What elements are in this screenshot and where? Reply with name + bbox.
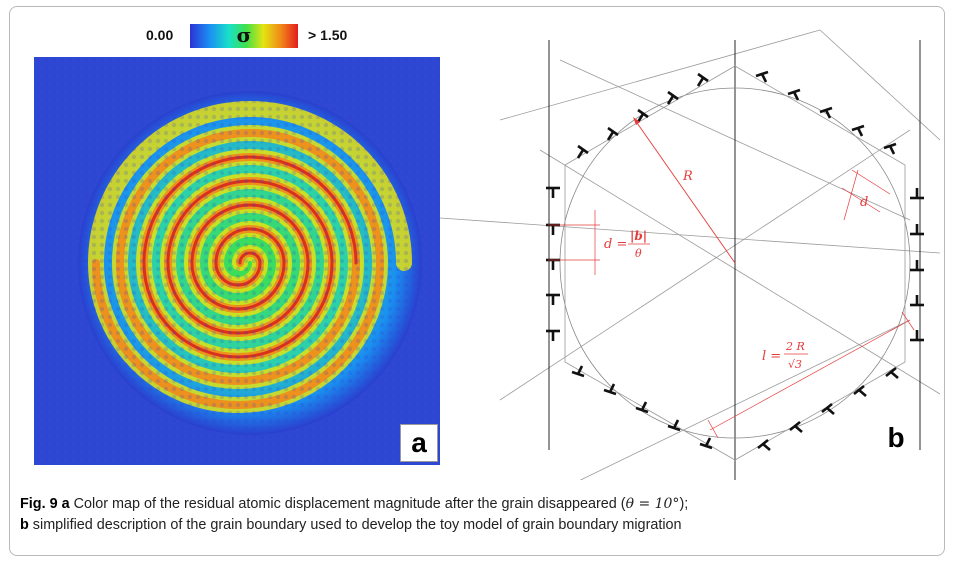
caption-part-a: a	[61, 496, 70, 512]
dislocation-bottomleft-5	[699, 437, 713, 450]
dislocation-topleft-3	[636, 108, 649, 123]
caption-part-b: b	[20, 517, 29, 533]
dislocation-bottomright-1	[757, 438, 771, 451]
caption-fig-label: Fig. 9	[20, 496, 58, 512]
annotations: R d = |b| θ d l = 2 R √3	[548, 117, 915, 439]
dislocation-topright-5	[883, 142, 897, 155]
length-denominator: √3	[788, 358, 802, 371]
dislocation-topright-3	[819, 106, 833, 119]
dislocation-right-2	[910, 224, 924, 236]
dislocation-right-4	[910, 295, 924, 307]
dislocation-topright-4	[851, 124, 865, 137]
dislocation-topleft-1	[576, 144, 589, 159]
displacement-color-map	[34, 57, 440, 465]
panel-b-label: b	[876, 420, 916, 456]
schematic-svg: R d = |b| θ d l = 2 R √3	[439, 29, 941, 491]
dislocation-topright-2	[787, 88, 801, 101]
dislocation-topleft-5	[696, 72, 709, 87]
side-length-line	[709, 319, 911, 431]
hexagonal-boundary	[564, 65, 906, 461]
radius-arrowhead	[633, 117, 640, 125]
dislocation-left-1	[546, 186, 560, 198]
dislocation-right-3	[910, 260, 924, 272]
radius-label: R	[682, 169, 693, 184]
color-map-svg	[34, 57, 440, 465]
spacing-numerator: |b|	[630, 229, 647, 243]
colorbar-min-label: 0.00	[146, 27, 174, 43]
dislocation-right-1	[910, 188, 924, 200]
construction-lines	[439, 29, 941, 491]
caption-text-a-end: );	[679, 496, 689, 512]
caption-text-a: Color map of the residual atomic displac…	[69, 496, 626, 512]
dislocation-bottomleft-2	[603, 383, 617, 396]
length-lhs: l =	[762, 349, 781, 364]
colorbar-gradient: σ	[190, 23, 298, 48]
panel-a-label: a	[400, 424, 438, 462]
dislocation-topleft-4	[666, 90, 679, 105]
dislocation-left-3	[546, 258, 560, 270]
dislocation-left-4	[546, 293, 560, 305]
dislocation-bottomleft-3	[635, 401, 649, 414]
caption-text-b: simplified description of the grain boun…	[28, 517, 682, 533]
dislocation-left-5	[546, 329, 560, 341]
dislocation-bottomleft-1	[571, 365, 585, 378]
vertical-lines	[548, 40, 921, 480]
figure-caption: Fig. 9 a Color map of the residual atomi…	[20, 494, 940, 536]
dislocation-bottomright-2	[789, 420, 803, 433]
dislocation-bottomleft-4	[667, 419, 681, 432]
dislocation-bottomright-4	[853, 384, 867, 397]
spacing-short-label: d	[860, 195, 868, 210]
grain-boundary-schematic: R d = |b| θ d l = 2 R √3	[439, 20, 941, 491]
grain-circle	[559, 87, 911, 439]
spacing-lhs: d =	[604, 237, 627, 252]
colorbar: 0.00 σ > 1.50	[118, 23, 378, 50]
dislocation-bottomright-5	[885, 366, 899, 379]
dislocation-topleft-2	[606, 126, 619, 141]
spacing-denominator: θ	[635, 247, 642, 260]
dislocation-topright-1	[755, 70, 769, 83]
caption-theta: θ = 10°	[625, 496, 680, 512]
radius-line	[634, 119, 736, 264]
colorbar-sigma-symbol: σ	[236, 23, 252, 47]
spacing-dimension-right	[841, 169, 891, 221]
dislocation-right-5	[910, 330, 924, 342]
length-numerator: 2 R	[785, 340, 805, 353]
colorbar-max-label: > 1.50	[308, 27, 348, 43]
spacing-dimension-left	[548, 210, 600, 275]
dislocation-bottomright-3	[821, 402, 835, 415]
